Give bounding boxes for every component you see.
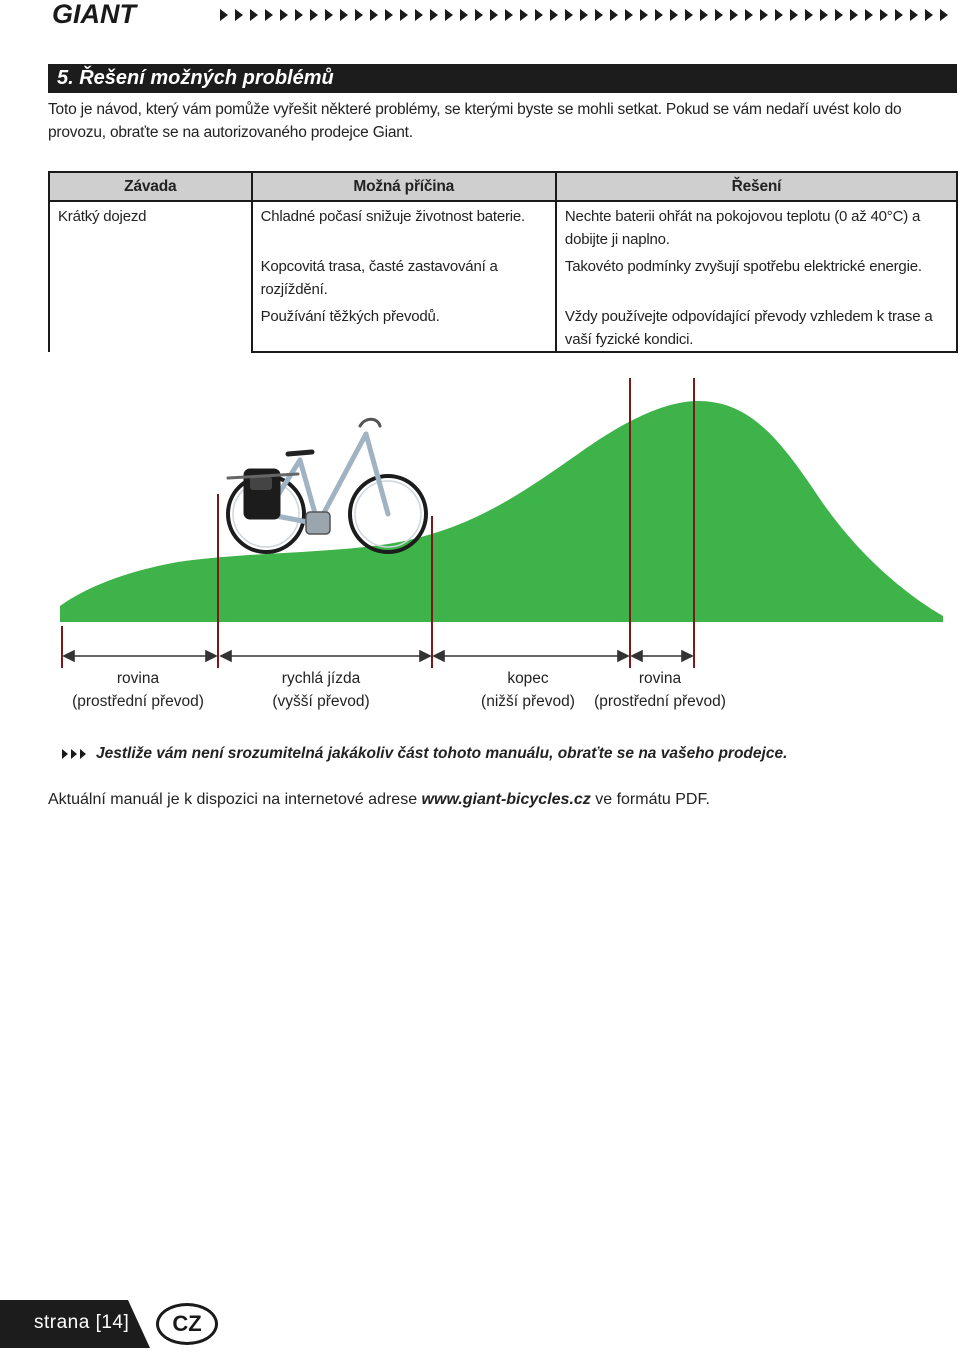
chevron-right-icon	[925, 9, 933, 21]
chevron-right-icon	[430, 9, 438, 21]
table-row: Krátký dojezd Chladné počasí snižuje živ…	[48, 201, 959, 352]
giant-logo: GIANT	[52, 1, 139, 27]
segment-label: kopec (nižší převod)	[468, 667, 588, 713]
segment-gear: (nižší převod)	[481, 693, 575, 710]
chevron-right-icon	[415, 9, 423, 21]
chevron-right-icon	[910, 9, 918, 21]
chevron-right-icon	[220, 9, 228, 21]
segment-label: rovina (prostřední převod)	[582, 667, 738, 713]
footer-tab	[0, 1300, 150, 1348]
chevron-right-icon	[625, 9, 633, 21]
segment-name: kopec	[507, 670, 549, 687]
solution-cell: Takovéto podmínky zvyšují spotřebu elekt…	[554, 251, 959, 301]
chevron-right-icon	[610, 9, 618, 21]
chevron-right-icon	[805, 9, 813, 21]
segment-gear: (prostřední převod)	[594, 693, 726, 710]
hill-gear-diagram	[60, 378, 943, 668]
chevron-right-icon	[880, 9, 888, 21]
chevron-right-icon	[250, 9, 258, 21]
fault-cell: Krátký dojezd	[48, 201, 253, 352]
solution-cell: Nechte baterii ohřát na pokojovou teplot…	[554, 201, 959, 251]
hill-shape	[60, 401, 943, 622]
brand-text: GIANT	[52, 1, 139, 27]
chevron-right-icon	[850, 9, 858, 21]
triple-arrow-icon	[62, 748, 86, 759]
solution-cell: Vždy používejte odpovídající převody vzh…	[554, 301, 959, 353]
chevron-right-icon	[670, 9, 678, 21]
chevron-right-icon	[340, 9, 348, 21]
section-title: 5. Řešení možných problémů	[48, 64, 957, 93]
chevron-right-icon	[400, 9, 408, 21]
chevron-right-icon	[640, 9, 648, 21]
availability-suffix: ve formátu PDF.	[590, 791, 710, 808]
website-link[interactable]: www.giant-bicycles.cz	[421, 791, 591, 808]
language-badge: CZ	[156, 1303, 218, 1345]
chevron-right-icon	[895, 9, 903, 21]
manual-availability: Aktuální manuál je k dispozici na intern…	[48, 791, 710, 809]
e-bike-icon	[226, 417, 428, 554]
chevron-right-icon	[235, 9, 243, 21]
availability-prefix: Aktuální manuál je k dispozici na intern…	[48, 791, 422, 808]
chevron-right-icon	[655, 9, 663, 21]
chevron-right-icon	[355, 9, 363, 21]
segment-name: rychlá jízda	[281, 670, 361, 687]
segment-name: rovina	[116, 670, 160, 687]
chevron-right-icon	[595, 9, 603, 21]
chevron-right-icon	[715, 9, 723, 21]
segment-label: rovina (prostřední převod)	[58, 667, 218, 713]
segment-arrows	[62, 649, 694, 663]
notice-text: Jestliže vám není srozumitelná jakákoliv…	[96, 745, 788, 762]
chevron-right-icon	[325, 9, 333, 21]
troubleshooting-table: Závada Možná příčina Řešení Krátký dojez…	[48, 171, 959, 353]
segment-gear: (vyšší převod)	[272, 693, 370, 710]
dealer-notice: Jestliže vám není srozumitelná jakákoliv…	[62, 745, 787, 763]
header-arrows-icon	[220, 9, 948, 21]
chevron-right-icon	[835, 9, 843, 21]
chevron-right-icon	[460, 9, 468, 21]
segment-label: rychlá jízda (vyšší převod)	[246, 667, 396, 713]
chevron-right-icon	[505, 9, 513, 21]
chevron-right-icon	[370, 9, 378, 21]
table-header-row: Závada Možná příčina Řešení	[48, 171, 959, 202]
cause-cell: Používání těžkých převodů.	[250, 301, 557, 353]
segment-gear: (prostřední převod)	[72, 693, 204, 710]
chevron-right-icon	[580, 9, 588, 21]
chevron-right-icon	[820, 9, 828, 21]
chevron-right-icon	[565, 9, 573, 21]
segment-name: rovina	[638, 670, 682, 687]
table-row: Používání těžkých převodů. Vždy používej…	[49, 301, 959, 353]
page-number: strana [14]	[34, 1312, 130, 1333]
cause-cell: Kopcovitá trasa, časté zastavování a roz…	[250, 251, 557, 301]
chevron-right-icon	[475, 9, 483, 21]
chevron-right-icon	[445, 9, 453, 21]
chevron-right-icon	[685, 9, 693, 21]
chevron-right-icon	[490, 9, 498, 21]
intro-paragraph: Toto je návod, který vám pomůže vyřešit …	[48, 101, 902, 141]
chevron-right-icon	[940, 9, 948, 21]
chevron-right-icon	[310, 9, 318, 21]
chevron-right-icon	[295, 9, 303, 21]
chevron-right-icon	[745, 9, 753, 21]
table-row: Kopcovitá trasa, časté zastavování a roz…	[49, 251, 959, 301]
chevron-right-icon	[280, 9, 288, 21]
chevron-right-icon	[700, 9, 708, 21]
chevron-right-icon	[730, 9, 738, 21]
column-header-cause: Možná příčina	[250, 171, 557, 202]
chevron-right-icon	[790, 9, 798, 21]
chevron-right-icon	[865, 9, 873, 21]
chevron-right-icon	[550, 9, 558, 21]
chevron-right-icon	[535, 9, 543, 21]
column-header-fault: Závada	[48, 171, 253, 202]
chevron-right-icon	[775, 9, 783, 21]
chevron-right-icon	[760, 9, 768, 21]
chevron-right-icon	[385, 9, 393, 21]
cause-cell: Chladné počasí snižuje životnost baterie…	[250, 201, 557, 251]
chevron-right-icon	[265, 9, 273, 21]
chevron-right-icon	[520, 9, 528, 21]
column-header-solution: Řešení	[554, 171, 959, 202]
